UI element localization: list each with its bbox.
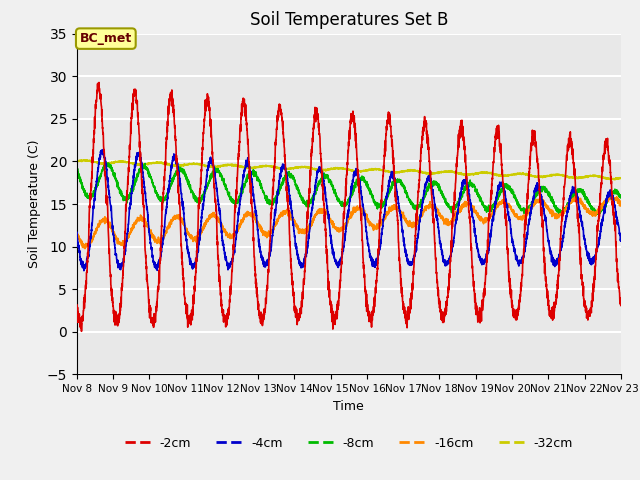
Title: Soil Temperatures Set B: Soil Temperatures Set B (250, 11, 448, 29)
Legend: -2cm, -4cm, -8cm, -16cm, -32cm: -2cm, -4cm, -8cm, -16cm, -32cm (120, 432, 578, 455)
Y-axis label: Soil Temperature (C): Soil Temperature (C) (28, 140, 41, 268)
Text: BC_met: BC_met (80, 32, 132, 45)
X-axis label: Time: Time (333, 400, 364, 413)
